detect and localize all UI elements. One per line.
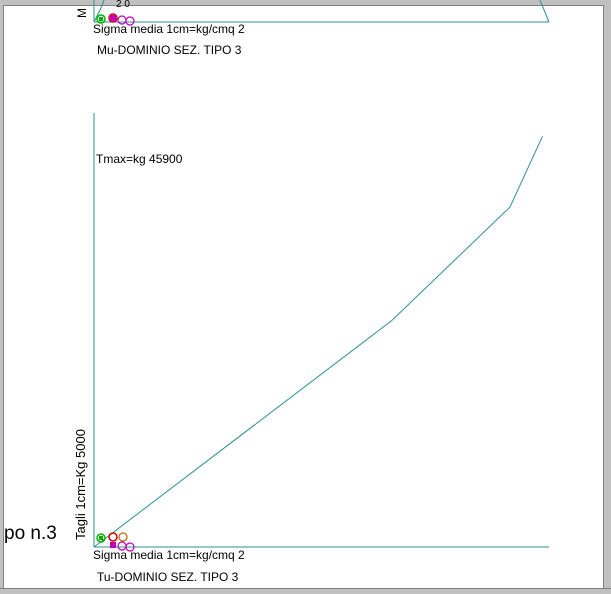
mu-top-fragment: 2 0 — [116, 0, 130, 10]
left-fragment-label: po n.3 — [4, 523, 57, 544]
window-frame-right — [603, 5, 611, 593]
window-frame-bottom — [0, 588, 611, 594]
marker-magenta — [110, 542, 116, 548]
mu-caption: Mu-DOMINIO SEZ. TIPO 3 — [97, 43, 242, 57]
tu-caption: Tu-DOMINIO SEZ. TIPO 3 — [97, 570, 239, 584]
tu-series-line — [93, 136, 543, 548]
mu-curve-left — [93, 0, 105, 23]
mu-markers — [96, 13, 135, 26]
mu-x-axis-label: Sigma media 1cm=kg/cmq 2 — [93, 22, 245, 36]
tmax-annotation: Tmax=kg 45900 — [96, 152, 183, 166]
window-frame-left — [0, 5, 4, 588]
tu-y-axis-label: Tagli 1cm=Kg 5000 — [73, 429, 88, 540]
marker-red — [108, 532, 118, 542]
marker-green — [96, 533, 106, 543]
marker-violet-2 — [125, 542, 135, 552]
tu-dominio-chart: Tmax=kg 45900 Tagli 1cm=Kg 5000 Sigma me… — [73, 113, 549, 584]
marker-magenta — [110, 15, 116, 21]
tu-x-axis-label: Sigma media 1cm=kg/cmq 2 — [93, 548, 245, 562]
mu-dominio-chart: M 2 0 Sigma media 1cm=kg/cmq 2 Mu-DOMINI… — [75, 0, 550, 57]
marker-green-dot — [99, 536, 103, 540]
mu-y-axis-char: M — [75, 8, 89, 18]
tu-markers — [96, 532, 135, 552]
marker-orange — [118, 532, 128, 542]
window-frame-top — [0, 0, 611, 6]
marker-violet-2 — [125, 16, 135, 26]
marker-green — [96, 14, 106, 24]
marker-green-dot — [99, 17, 103, 21]
mu-curve-right — [539, 0, 550, 23]
marker-red — [108, 13, 118, 23]
